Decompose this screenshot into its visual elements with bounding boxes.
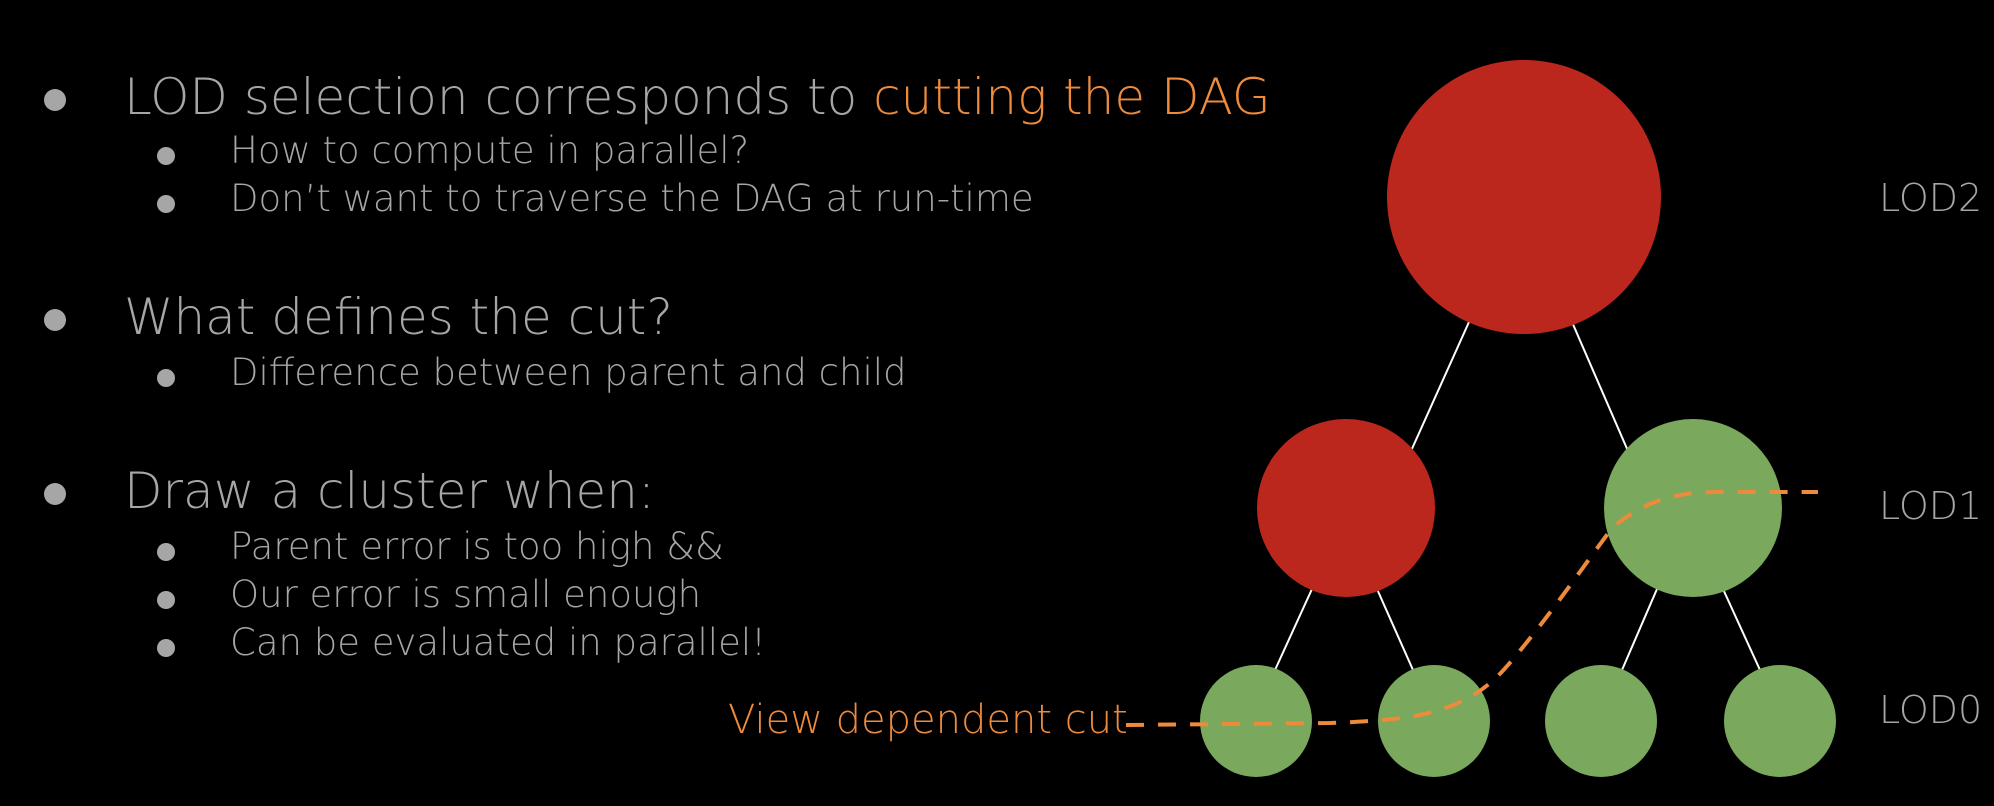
bullet-defines-cut: What defines the cut? — [44, 288, 673, 346]
edge-lod1-right-lod0-4 — [1722, 588, 1761, 671]
view-dependent-cut-line — [1125, 490, 1818, 727]
edge-lod2-lod1-right — [1571, 321, 1629, 452]
node-lod1-right — [1604, 419, 1782, 597]
bullet-draw-cluster: Draw a cluster when: — [44, 462, 655, 520]
node-lod2-root — [1387, 60, 1661, 334]
edge-lod1-left-lod0-2 — [1376, 588, 1414, 671]
node-lod0-4 — [1724, 665, 1836, 777]
edge-lod2-lod1-left — [1410, 321, 1470, 452]
bullet-text: LOD selection corresponds to — [124, 68, 874, 126]
edge-lod1-left-lod0-1 — [1274, 588, 1313, 671]
edge-lod1-right-lod0-3 — [1621, 588, 1658, 671]
lod1-label: LOD1 — [1879, 484, 1983, 528]
sub-bullet-no-traverse: Don’t want to traverse the DAG at run-ti… — [157, 177, 1034, 220]
sub-bullet-our-error: Our error is small enough — [156, 573, 702, 616]
bullet-lod-selection: LOD selection corresponds to cutting the… — [44, 67, 1271, 127]
sub-bullet-difference: Difference between parent and child — [157, 351, 907, 394]
sub-bullet-parallel: Can be evaluated in parallel! — [157, 621, 766, 664]
bullet-highlight: cutting the DAG — [873, 68, 1271, 126]
sub-bullet-parent-error: Parent error is too high && — [157, 525, 724, 568]
view-dependent-cut-label: View dependent cut — [728, 697, 1128, 743]
dag-nodes — [1200, 60, 1836, 777]
sub-bullet-compute-parallel: How to compute in parallel? — [156, 129, 750, 172]
node-lod0-3 — [1545, 665, 1657, 777]
node-lod0-2 — [1378, 665, 1490, 777]
node-lod0-1 — [1200, 665, 1312, 777]
lod2-label: LOD2 — [1879, 176, 1983, 220]
dag-edges — [1274, 321, 1761, 671]
bullet-list: LOD selection corresponds to cutting the… — [44, 68, 1271, 664]
lod0-label: LOD0 — [1879, 688, 1983, 732]
node-lod1-left — [1257, 419, 1435, 597]
